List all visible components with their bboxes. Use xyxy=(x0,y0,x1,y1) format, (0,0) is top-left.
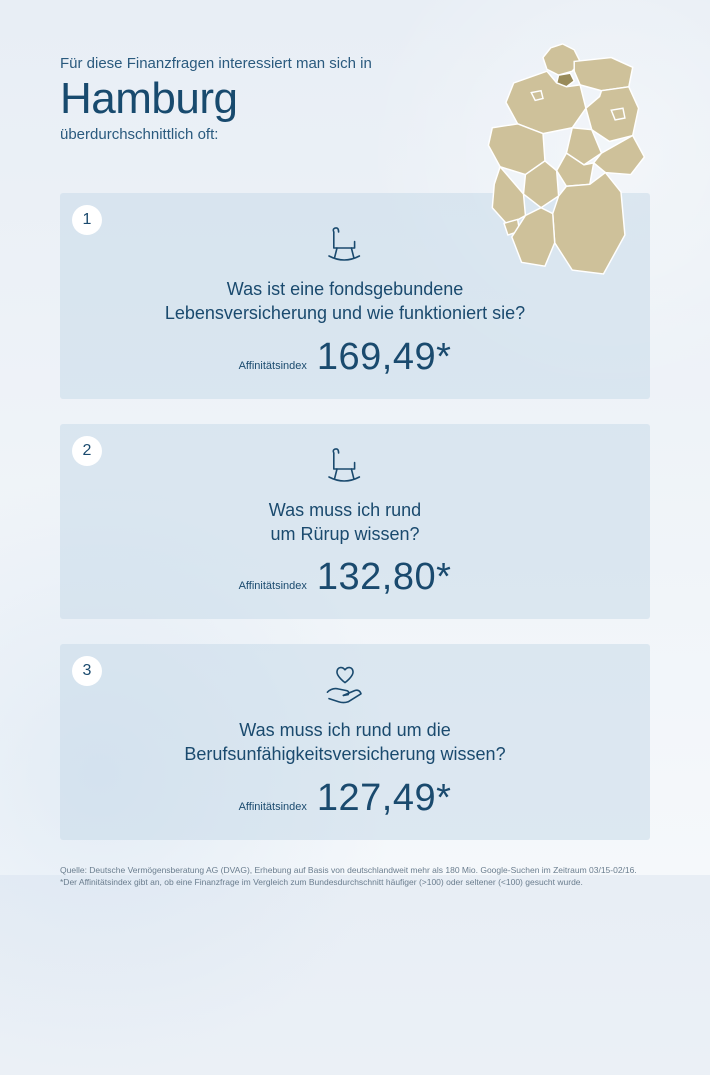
rank-number: 1 xyxy=(83,211,92,229)
index-label: Affinitätsindex xyxy=(239,580,307,592)
footnote-line-2: *Der Affinitätsindex gibt an, ob eine Fi… xyxy=(60,877,650,889)
rank-badge: 3 xyxy=(72,656,102,686)
index-value: 127,49* xyxy=(317,777,452,820)
index-label: Affinitätsindex xyxy=(239,360,307,372)
source-footnote: Quelle: Deutsche Vermögensberatung AG (D… xyxy=(60,865,650,889)
question-text: Was muss ich rund um Rürup wissen? xyxy=(80,498,610,547)
index-value: 132,80* xyxy=(317,556,452,599)
rank-badge: 1 xyxy=(72,205,102,235)
index-label: Affinitätsindex xyxy=(239,801,307,813)
germany-map xyxy=(465,40,660,290)
index-value: 169,49* xyxy=(317,336,452,379)
question-text: Was muss ich rund um die Berufsunfähigke… xyxy=(80,718,610,767)
rank-number: 3 xyxy=(83,662,92,680)
index-row: Affinitätsindex 132,80* xyxy=(80,556,610,599)
rocking-chair-icon xyxy=(80,444,610,486)
index-row: Affinitätsindex 127,49* xyxy=(80,777,610,820)
rank-number: 2 xyxy=(83,442,92,460)
question-card-2: 2 Was muss ich rund um Rürup wissen? Aff… xyxy=(60,424,650,620)
map-svg xyxy=(465,40,660,294)
rank-badge: 2 xyxy=(72,436,102,466)
hand-heart-icon xyxy=(80,664,610,706)
index-row: Affinitätsindex 169,49* xyxy=(80,336,610,379)
question-card-3: 3 Was muss ich rund um die Berufsunfähig… xyxy=(60,644,650,840)
